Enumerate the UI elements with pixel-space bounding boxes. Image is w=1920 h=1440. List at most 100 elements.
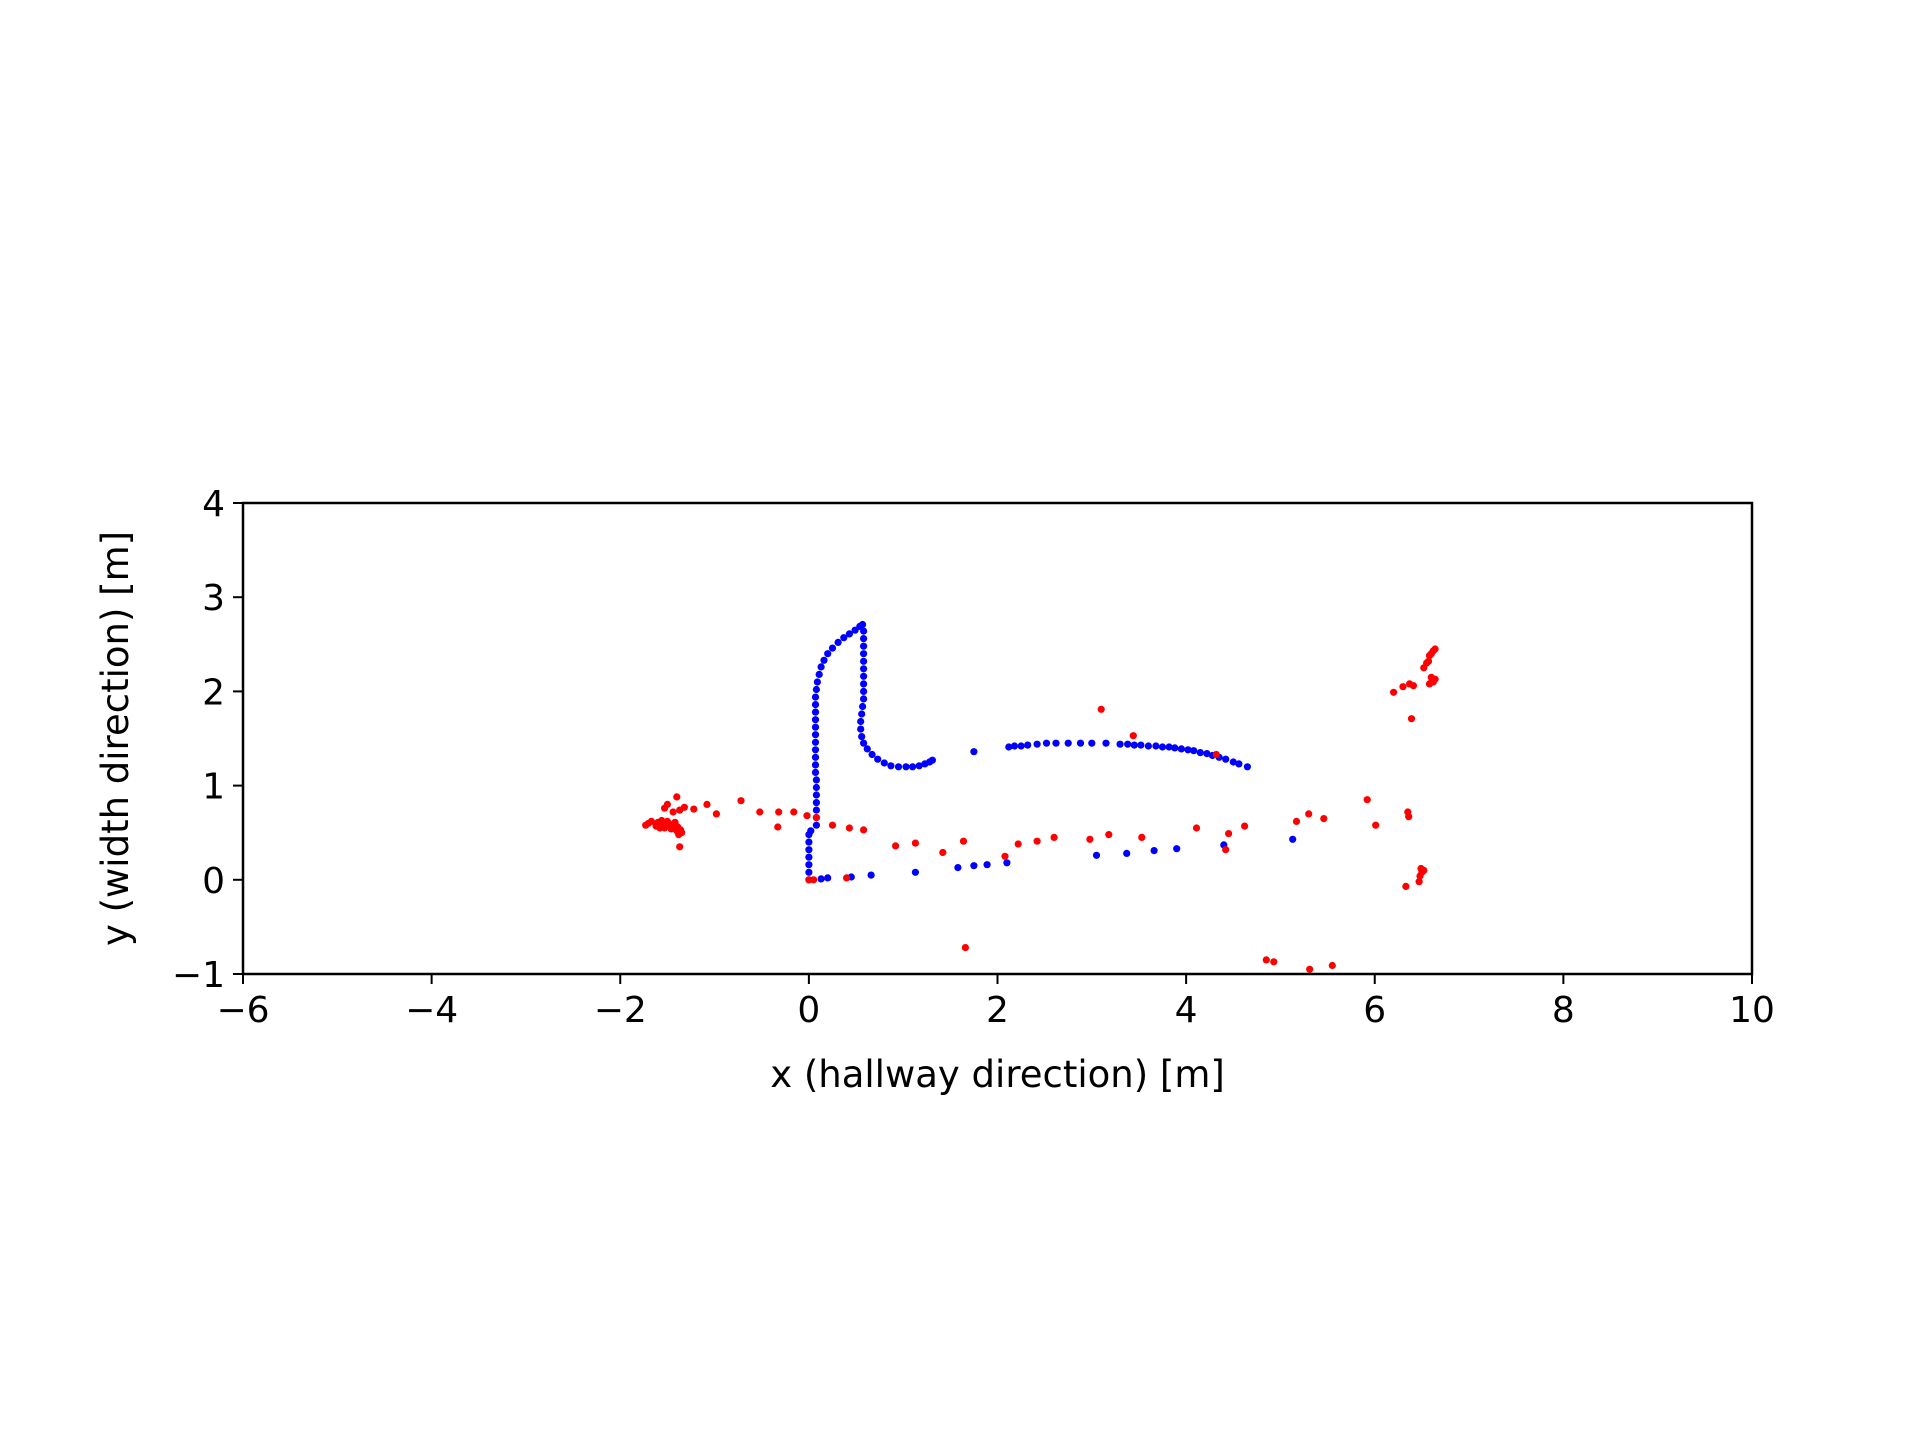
x-tick-label: −6 [216, 990, 269, 1031]
data-point [1086, 835, 1094, 843]
data-point [1241, 822, 1249, 830]
x-tick-label: −2 [594, 990, 647, 1031]
data-point [874, 755, 882, 763]
data-point [1305, 810, 1313, 818]
data-point [1306, 965, 1314, 973]
data-point [813, 678, 822, 686]
data-point [676, 843, 684, 851]
data-point [1320, 815, 1328, 823]
data-point [812, 799, 821, 807]
data-point [812, 806, 821, 814]
data-points [642, 620, 1439, 973]
data-point [811, 753, 820, 761]
data-point [1033, 837, 1041, 845]
data-point [858, 733, 866, 741]
data-point [712, 810, 721, 818]
data-point [811, 708, 820, 716]
data-point [811, 723, 820, 731]
y-tick-label: 3 [202, 578, 225, 619]
data-point [868, 750, 876, 759]
data-point [1402, 882, 1410, 891]
data-point [1225, 830, 1233, 838]
data-point [1405, 813, 1413, 821]
y-tick-label: 1 [202, 767, 225, 808]
data-point [680, 803, 689, 811]
data-point [1102, 739, 1110, 747]
data-point [887, 762, 895, 770]
data-point [911, 868, 920, 876]
data-point [1137, 741, 1145, 749]
data-point [1222, 846, 1230, 854]
y-tick-label: 2 [202, 672, 225, 713]
data-point [812, 783, 821, 792]
data-point [1184, 746, 1192, 754]
data-point [1235, 760, 1243, 768]
data-point [807, 827, 815, 835]
data-point [812, 821, 821, 829]
data-point [858, 710, 866, 718]
data-point [860, 650, 868, 658]
data-point [775, 808, 783, 816]
data-point [1212, 750, 1220, 759]
data-point [803, 812, 811, 820]
data-point [1152, 742, 1160, 750]
data-point [812, 791, 821, 799]
data-point [811, 693, 820, 701]
data-point [860, 642, 868, 650]
data-point [1050, 833, 1058, 842]
y-tick-label: 0 [202, 861, 225, 902]
data-point [1130, 741, 1138, 749]
data-point [1003, 859, 1011, 867]
data-point [817, 663, 825, 671]
data-point [867, 871, 875, 879]
data-point [820, 656, 828, 664]
data-point [1124, 740, 1132, 748]
data-point [834, 638, 842, 647]
data-point [1229, 758, 1237, 766]
data-point [1399, 683, 1407, 691]
data-point [1042, 739, 1051, 747]
data-point [1415, 878, 1423, 886]
x-tick-label: 4 [1175, 990, 1198, 1031]
data-point [805, 861, 813, 869]
data-point [859, 702, 867, 711]
data-point [815, 670, 823, 679]
data-point [1390, 688, 1398, 696]
data-point [860, 687, 868, 696]
data-point [810, 876, 818, 884]
y-tick-label: −1 [172, 955, 225, 996]
x-axis-ticks: −6 −4 −2 0 2 4 6 8 10 [216, 974, 1775, 1031]
data-point [1428, 676, 1436, 684]
data-point [663, 800, 672, 809]
x-tick-label: −4 [405, 990, 458, 1031]
data-point [1150, 847, 1158, 855]
data-point [954, 864, 962, 872]
data-point [703, 800, 711, 809]
data-point [678, 829, 686, 837]
data-point [860, 672, 868, 680]
data-point [915, 762, 923, 770]
data-point [811, 738, 820, 746]
data-point [911, 839, 920, 847]
data-point [673, 793, 681, 801]
data-point [845, 824, 854, 832]
data-point [970, 862, 978, 870]
data-point [1416, 872, 1424, 880]
data-point [1138, 833, 1146, 842]
data-point [805, 838, 813, 846]
data-point [857, 717, 865, 726]
data-point [1010, 742, 1019, 750]
data-point [824, 650, 832, 658]
data-point [756, 808, 764, 816]
data-point [1165, 743, 1173, 751]
data-point [1262, 956, 1270, 964]
data-point [817, 875, 825, 883]
data-point [1123, 849, 1131, 858]
data-point [860, 665, 868, 673]
data-point [669, 808, 677, 816]
data-point [859, 620, 867, 629]
data-point [860, 657, 868, 665]
data-point [1033, 740, 1041, 748]
data-point [857, 725, 865, 733]
